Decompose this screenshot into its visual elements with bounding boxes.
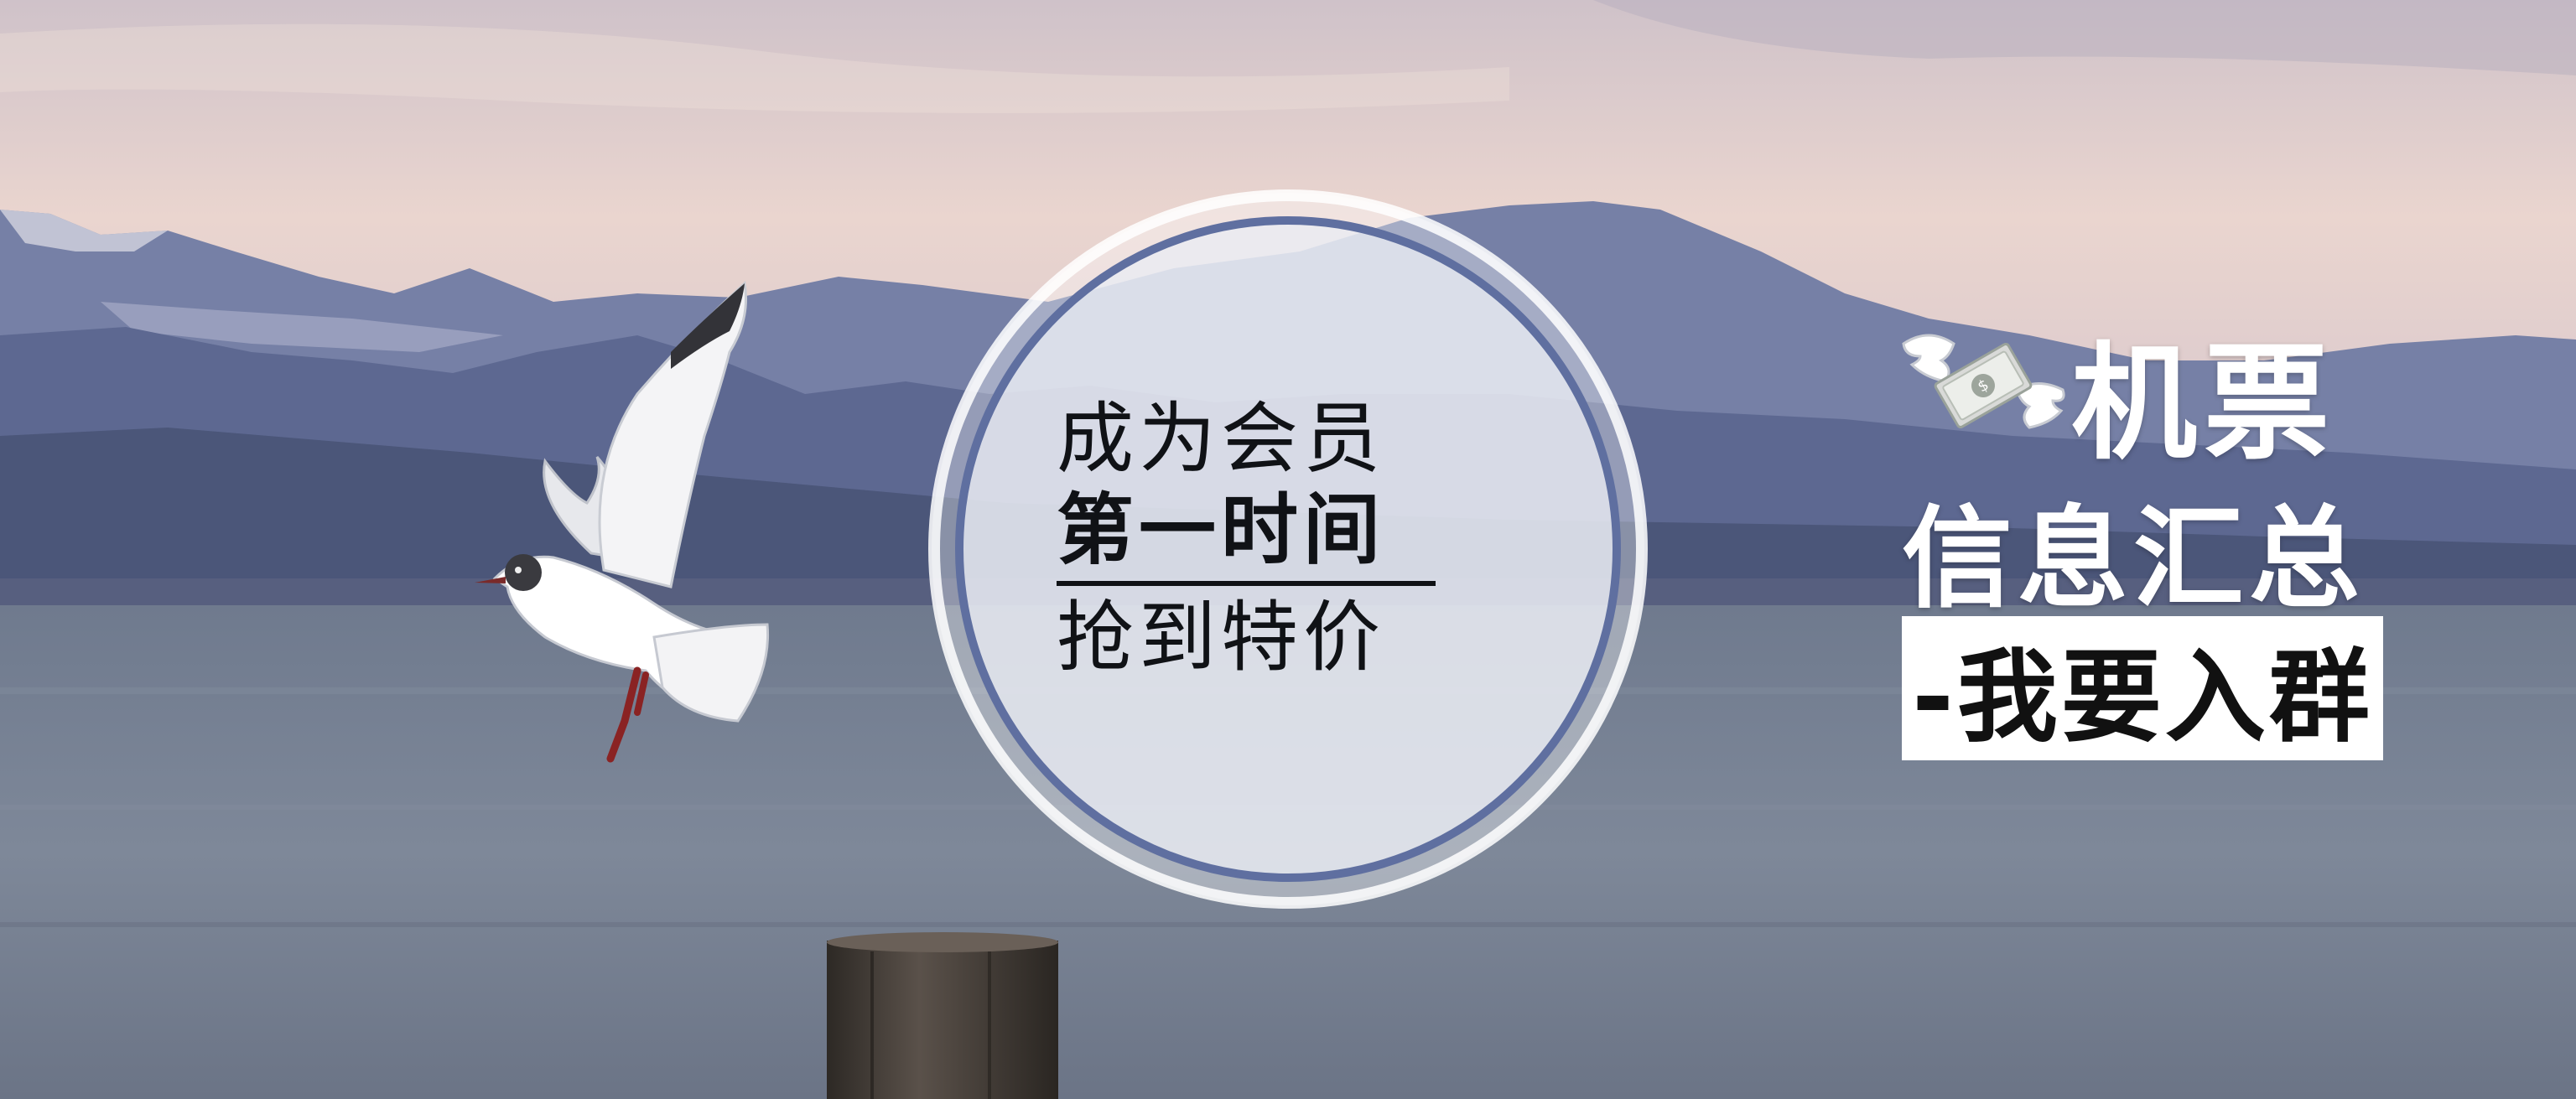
promo-title: 机票 (2071, 331, 2337, 477)
wooden-post (827, 932, 1058, 1099)
center-circle (928, 189, 1648, 909)
circle-line-1: 成为会员 (1057, 394, 1386, 484)
circle-text: 成为会员 第一时间 抢到特价 (1057, 394, 1526, 684)
circle-line-3: 抢到特价 (1057, 593, 1386, 683)
money-with-wings-icon: $ (1902, 334, 2065, 429)
promo-subtitle: 信息汇总 (1902, 495, 2365, 624)
join-group-button[interactable]: -我要入群 (1902, 616, 2383, 760)
seagull (475, 281, 770, 763)
circle-line-2: 第一时间 (1057, 485, 1436, 587)
